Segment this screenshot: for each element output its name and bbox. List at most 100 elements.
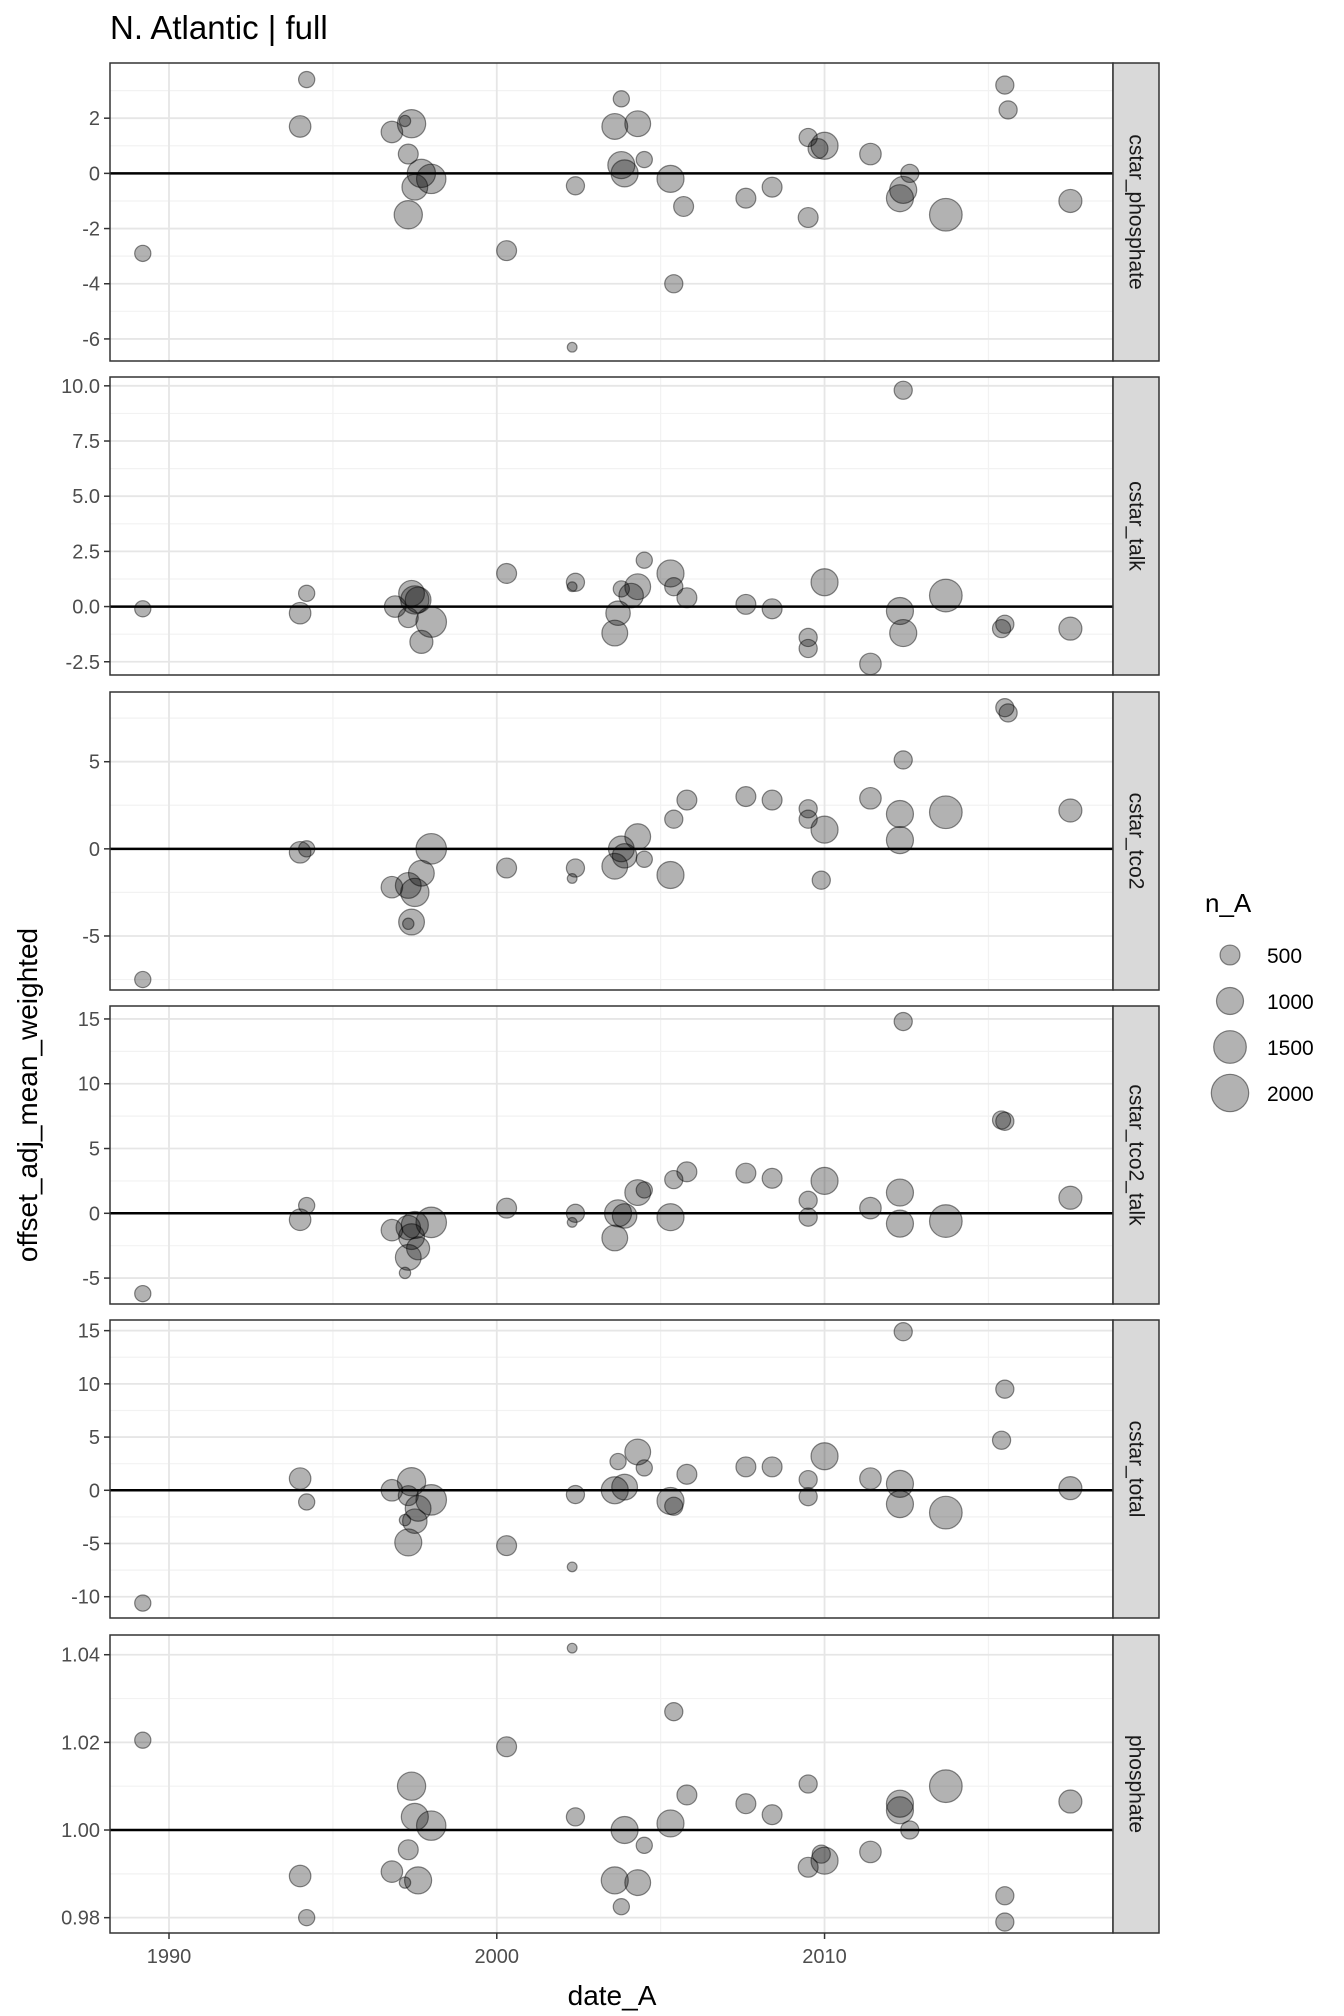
y-tick-label: 0	[89, 1203, 100, 1225]
y-tick-label: 0	[89, 1480, 100, 1502]
x-axis-label: date_A	[568, 1980, 657, 2011]
data-point	[735, 786, 757, 808]
data-point	[995, 698, 1015, 718]
data-point	[735, 187, 757, 209]
data-point	[398, 1876, 412, 1889]
data-point	[566, 1561, 578, 1573]
data-point	[415, 606, 448, 638]
data-point	[565, 176, 586, 196]
data-point	[601, 112, 629, 140]
data-point	[998, 703, 1018, 723]
data-point	[607, 150, 636, 180]
data-point	[664, 274, 684, 294]
data-point	[885, 1796, 915, 1825]
data-point	[810, 1166, 839, 1196]
data-point	[297, 840, 316, 858]
data-point	[893, 750, 913, 770]
data-point	[885, 1789, 915, 1818]
data-point	[406, 1236, 431, 1261]
panel-cstar_phosphate: -6 -4 -2 0 2 cstar_phosphate	[82, 62, 1160, 362]
y-tick-label: 10	[78, 1074, 100, 1096]
data-point	[400, 585, 430, 615]
data-point	[398, 1223, 426, 1251]
data-point	[991, 618, 1012, 639]
data-point	[810, 1846, 839, 1875]
data-point	[297, 1196, 316, 1215]
legend-point	[1213, 1030, 1247, 1064]
data-point	[991, 1110, 1012, 1130]
data-point	[1058, 1476, 1083, 1501]
data-point	[397, 143, 419, 165]
data-point	[404, 1866, 433, 1895]
data-point	[496, 1736, 518, 1758]
y-tick-label: 10.0	[61, 376, 100, 398]
panel-background	[110, 1006, 1113, 1304]
data-point	[397, 1485, 419, 1507]
legend-point	[1210, 1073, 1250, 1113]
data-point	[798, 1487, 818, 1507]
data-point	[735, 1793, 757, 1815]
facet-strip-label: cstar_talk	[1125, 481, 1148, 571]
y-tick-label: -5	[82, 926, 100, 948]
data-point	[566, 1216, 578, 1228]
y-tick-label: 5	[89, 1139, 100, 1161]
data-point	[565, 1807, 586, 1827]
legend-entry-1500: 1500	[1206, 1024, 1314, 1070]
data-point	[415, 163, 447, 195]
data-point	[928, 1495, 963, 1530]
facet-strip-label: cstar_tco2_talk	[1125, 1084, 1148, 1226]
legend-label: 1500	[1267, 1037, 1314, 1060]
data-point	[398, 1513, 412, 1527]
data-point	[396, 1467, 427, 1497]
y-tick-label: 15	[78, 1009, 100, 1031]
panel-background	[110, 63, 1113, 361]
data-point	[885, 826, 915, 855]
data-point	[798, 1207, 818, 1227]
legend-point	[1215, 986, 1245, 1016]
data-point	[928, 795, 963, 830]
legend-entry-2000: 2000	[1206, 1070, 1314, 1116]
data-point	[400, 1802, 429, 1831]
data-point	[635, 1836, 653, 1855]
data-point	[798, 809, 818, 829]
y-tick-label: 0.98	[61, 1908, 100, 1930]
y-tick-label: 0.0	[72, 597, 100, 619]
data-point	[611, 843, 638, 869]
data-point	[761, 176, 783, 198]
data-point	[807, 137, 829, 160]
data-point	[859, 1196, 882, 1220]
data-point	[600, 1866, 629, 1895]
data-point	[407, 859, 435, 887]
data-point	[605, 600, 631, 627]
legend-key	[1206, 1024, 1254, 1070]
data-point	[798, 627, 818, 648]
data-point	[288, 115, 312, 138]
data-point	[635, 1181, 653, 1199]
data-point	[398, 579, 426, 607]
data-point	[893, 1011, 913, 1032]
data-point	[664, 1169, 684, 1190]
data-point	[810, 1442, 839, 1471]
data-point	[761, 1167, 783, 1189]
data-point	[676, 1161, 698, 1183]
data-point	[134, 600, 152, 618]
panel-background	[110, 377, 1113, 675]
data-point	[761, 598, 783, 620]
data-point	[995, 1886, 1015, 1906]
data-point	[601, 852, 629, 880]
y-tick-label: 0	[89, 839, 100, 861]
y-tick-label: 1.02	[61, 1732, 100, 1754]
data-point	[1058, 798, 1083, 823]
data-point	[798, 799, 818, 819]
data-point	[393, 200, 423, 230]
data-point	[397, 607, 419, 629]
data-point	[297, 584, 316, 603]
data-point	[928, 578, 963, 613]
data-point	[885, 1490, 915, 1519]
data-point	[928, 1204, 963, 1238]
data-point	[297, 1493, 316, 1511]
data-point	[496, 1197, 518, 1219]
facet-strip-label: cstar_total	[1125, 1421, 1148, 1518]
y-tick-label: 0	[89, 163, 100, 185]
